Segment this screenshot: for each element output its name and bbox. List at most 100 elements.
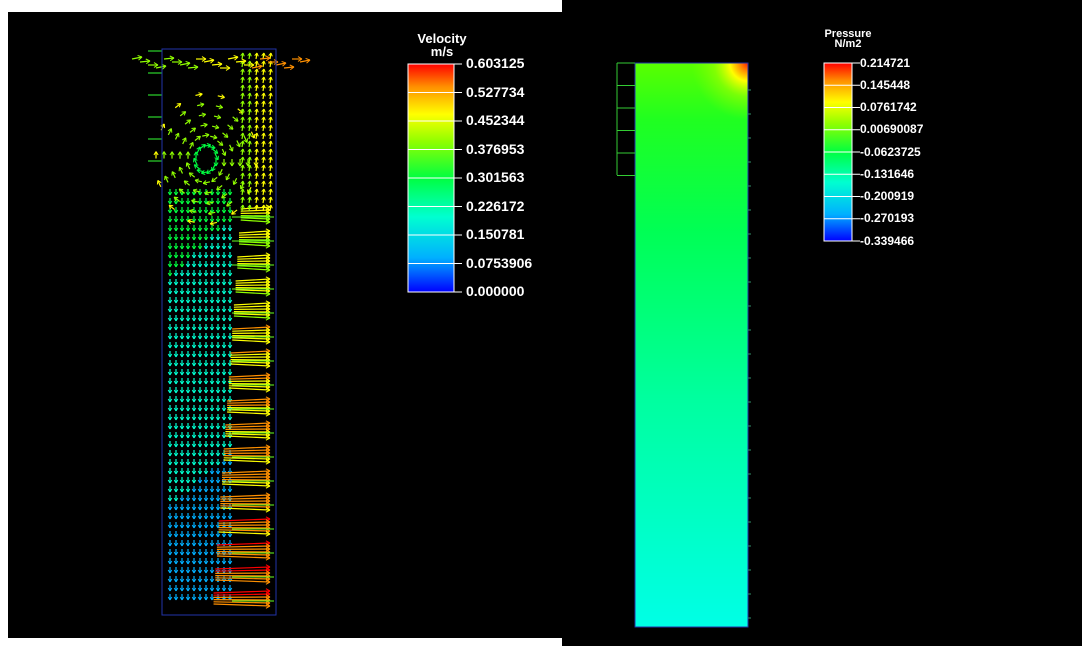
velocity-vector [261,92,266,100]
velocity-vector [203,198,209,205]
velocity-vector [209,522,215,529]
velocity-vector [193,164,201,170]
velocity-vector [209,459,215,466]
velocity-vector [173,288,179,295]
velocity-vector [243,135,248,143]
jet-vector [225,435,271,441]
velocity-vector [167,198,173,205]
velocity-vector [185,288,191,295]
plume-vector [148,62,159,68]
velocity-vector [209,261,215,268]
velocity-vector [221,279,227,286]
velocity-vector [221,159,227,167]
velocity-vector [179,360,185,367]
jet-vector [228,372,271,379]
velocity-vector [188,172,196,178]
jet-vector [237,252,271,259]
velocity-vector [240,92,245,100]
velocity-vector [191,585,197,592]
velocity-vector [240,196,245,204]
velocity-vector [216,185,223,191]
velocity-vector [179,567,185,574]
velocity-vector [254,148,259,156]
velocity-vector [173,234,179,241]
velocity-vector [215,297,221,304]
velocity-vector [221,576,227,583]
velocity-vector [227,279,233,286]
velocity-vector [197,432,203,439]
velocity-field-svg [131,48,462,616]
velocity-vector [209,297,215,304]
velocity-vector [197,288,203,295]
plume-vector [139,58,151,65]
velocity-vector [173,196,180,202]
colorbar-tick-label: -0.200919 [860,189,915,204]
velocity-vector [221,495,227,502]
velocity-vector [218,168,223,176]
velocity-vector [261,148,266,156]
velocity-vector [191,198,199,204]
velocity-vector [227,207,233,214]
velocity-vector [254,52,259,60]
velocity-vector [254,68,259,76]
velocity-vector [179,252,185,259]
velocity-vector [191,252,197,259]
velocity-vector [226,201,233,207]
velocity-vector [197,216,203,223]
velocity-vector [191,405,197,412]
velocity-vector [167,378,173,385]
velocity-vector [167,288,173,295]
velocity-vector [189,208,197,214]
velocity-vector [191,351,197,358]
velocity-vector [206,200,214,206]
velocity-vector [247,108,252,116]
velocity-vector [197,504,203,511]
velocity-vector [215,279,221,286]
velocity-vector [197,378,203,385]
velocity-vector [209,342,215,349]
velocity-vector [221,243,227,250]
velocity-vector [185,567,191,574]
velocity-vector [215,468,221,475]
velocity-vector [197,324,203,331]
colorbar-tick-label: 0.000000 [466,283,525,300]
velocity-vector [173,558,179,565]
velocity-vector [167,216,173,223]
velocity-vector [203,585,209,592]
velocity-vector [185,234,191,241]
colorbar-tick-label: -0.131646 [860,166,915,181]
velocity-vector [173,477,179,484]
velocity-vector [203,387,209,394]
velocity-vector [179,306,185,313]
velocity-vector [179,558,185,565]
velocity-vector [197,594,203,601]
velocity-vector [254,196,259,204]
velocity-vector [215,459,221,466]
velocity-vector [203,432,209,439]
velocity-vector [261,140,266,148]
velocity-vector [209,279,215,286]
velocity-vector [179,342,185,349]
velocity-vector [197,351,203,358]
velocity-vector [203,333,209,340]
velocity-vector [203,234,209,241]
velocity-vector [203,423,209,430]
velocity-vector [191,513,197,520]
velocity-vector [254,156,259,164]
velocity-vector [194,135,201,142]
velocity-vector [191,549,197,556]
velocity-vector [191,279,197,286]
velocity-vector [191,369,197,376]
jet-vector [237,266,271,273]
jet-vector [220,492,271,498]
velocity-vector [167,396,173,403]
velocity-vector [173,549,179,556]
velocity-vector [215,477,221,484]
velocity-vector [227,423,233,430]
velocity-vector [193,157,198,165]
velocity-vector [191,423,197,430]
velocity-vector [185,306,191,313]
velocity-vector [221,585,227,592]
velocity-vector [173,459,179,466]
velocity-vector [240,52,245,60]
